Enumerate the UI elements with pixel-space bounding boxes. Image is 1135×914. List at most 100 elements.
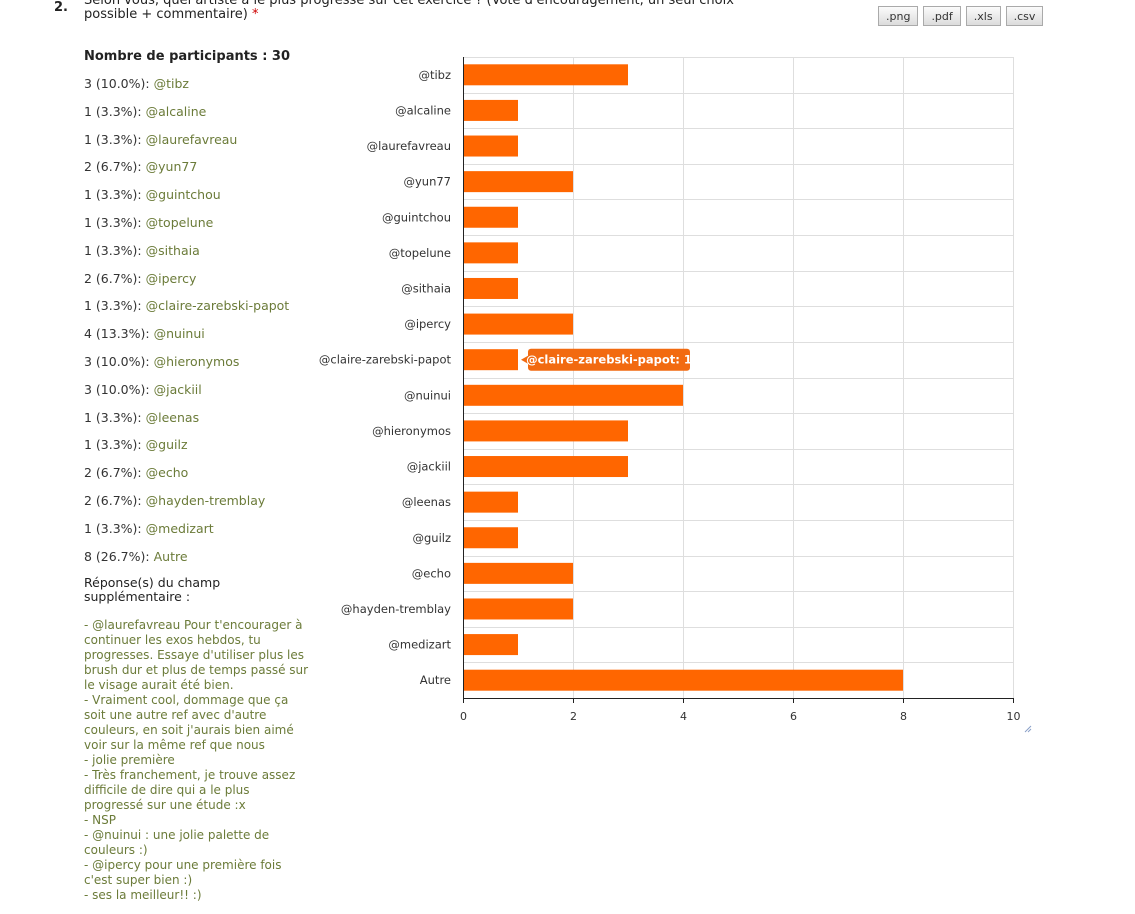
result-count: 1 (3.3%): bbox=[84, 520, 142, 536]
result-count: 2 (6.7%): bbox=[84, 492, 142, 508]
result-count: 2 (6.7%): bbox=[84, 465, 142, 481]
result-count: 1 (3.3%): bbox=[84, 409, 142, 425]
bar bbox=[464, 634, 518, 656]
bar bbox=[464, 598, 573, 620]
result-count: 2 (6.7%): bbox=[84, 159, 142, 175]
result-count: 3 (10.0%): bbox=[84, 381, 150, 397]
result-row: 8 (26.7%): Autre bbox=[84, 549, 312, 577]
result-count: 4 (13.3%): bbox=[84, 326, 150, 342]
bar bbox=[464, 491, 518, 513]
category-label: @leenas bbox=[402, 495, 451, 509]
export-buttons: .png .pdf .xls .csv bbox=[878, 6, 1044, 26]
result-name: @leenas bbox=[145, 409, 200, 425]
result-count: 1 (3.3%): bbox=[84, 131, 142, 147]
result-count: 1 (3.3%): bbox=[84, 298, 142, 314]
result-row: 1 (3.3%): @leenas bbox=[84, 410, 312, 438]
extra-response: - ses la meilleur!! :) bbox=[84, 888, 202, 903]
result-name: @alcaline bbox=[145, 103, 207, 119]
result-name: @medizart bbox=[145, 520, 214, 536]
participants-count: Nombre de participants : 30 bbox=[84, 49, 291, 64]
export-xls-button[interactable]: .xls bbox=[965, 6, 1001, 26]
result-name: @claire-zarebski-papot bbox=[145, 298, 290, 314]
category-label: Autre bbox=[420, 673, 451, 687]
bar bbox=[464, 171, 573, 193]
result-name: @ipercy bbox=[145, 270, 197, 286]
result-row: 2 (6.7%): @yun77 bbox=[84, 159, 312, 187]
result-count: 1 (3.3%): bbox=[84, 103, 142, 119]
result-count: 1 (3.3%): bbox=[84, 437, 142, 453]
result-row: 3 (10.0%): @tibz bbox=[84, 76, 312, 104]
question-number: 2. bbox=[54, 0, 68, 15]
bar bbox=[464, 527, 518, 549]
result-name: @hieronymos bbox=[153, 353, 240, 369]
x-tick-label: 4 bbox=[680, 710, 687, 723]
extra-response: - @nuinui : une jolie palette de couleur… bbox=[84, 828, 270, 858]
category-label: @claire-zarebski-papot bbox=[319, 353, 452, 367]
result-name: Autre bbox=[153, 548, 188, 564]
extra-response: - Très franchement, je trouve assez diff… bbox=[84, 768, 296, 813]
result-count: 3 (10.0%): bbox=[84, 76, 150, 91]
result-name: @jackiil bbox=[153, 381, 202, 397]
result-count: 1 (3.3%): bbox=[84, 187, 142, 203]
result-name: @yun77 bbox=[145, 159, 198, 175]
result-count: 3 (10.0%): bbox=[84, 353, 150, 369]
x-tick-label: 8 bbox=[900, 710, 907, 723]
result-name: @echo bbox=[145, 465, 189, 481]
result-row: 4 (13.3%): @nuinui bbox=[84, 326, 312, 354]
x-tick-label: 6 bbox=[790, 710, 797, 723]
tooltip-pointer bbox=[521, 355, 528, 364]
category-label: @echo bbox=[412, 566, 451, 580]
resize-handle-icon[interactable] bbox=[1022, 723, 1032, 733]
bar bbox=[464, 277, 518, 299]
result-count: 1 (3.3%): bbox=[84, 214, 142, 230]
category-label: @medizart bbox=[388, 638, 451, 652]
result-row: 1 (3.3%): @sithaia bbox=[84, 243, 312, 271]
question-title-text: Selon vous, quel artiste a le plus progr… bbox=[84, 0, 734, 22]
result-row: 1 (3.3%): @medizart bbox=[84, 521, 312, 549]
extra-response: - @laurefavreau Pour t'encourager à cont… bbox=[84, 618, 309, 693]
export-png-button[interactable]: .png bbox=[878, 6, 919, 26]
export-pdf-button[interactable]: .pdf bbox=[923, 6, 961, 26]
result-row: 2 (6.7%): @echo bbox=[84, 465, 312, 493]
result-row: 3 (10.0%): @hieronymos bbox=[84, 354, 312, 382]
result-name: @tibz bbox=[153, 76, 189, 91]
extra-responses-title: Réponse(s) du champ supplémentaire : bbox=[84, 575, 221, 605]
results-panel: Nombre de participants : 30 3 (10.0%): @… bbox=[84, 48, 312, 903]
result-row: 2 (6.7%): @hayden-tremblay bbox=[84, 493, 312, 521]
bar bbox=[464, 64, 628, 86]
result-name: @guintchou bbox=[145, 187, 221, 203]
result-count: 2 (6.7%): bbox=[84, 270, 142, 286]
category-label: @guintchou bbox=[382, 210, 451, 224]
bar bbox=[464, 456, 628, 478]
result-count: 8 (26.7%): bbox=[84, 548, 150, 564]
category-label: @ipercy bbox=[404, 317, 451, 331]
category-label: @guilz bbox=[412, 531, 451, 545]
result-name: @laurefavreau bbox=[145, 131, 238, 147]
result-name: @topelune bbox=[145, 214, 214, 230]
bar bbox=[464, 562, 573, 584]
category-label: @tibz bbox=[418, 68, 451, 82]
bar bbox=[464, 349, 518, 371]
category-label: @topelune bbox=[389, 246, 451, 260]
tooltip-text: @claire-zarebski-papot: 1 bbox=[526, 353, 692, 367]
category-label: @jackiil bbox=[407, 460, 451, 474]
result-count: 1 (3.3%): bbox=[84, 242, 142, 258]
question-title: Selon vous, quel artiste a le plus progr… bbox=[84, 0, 784, 22]
result-name: @nuinui bbox=[153, 326, 205, 342]
category-label: @laurefavreau bbox=[367, 139, 451, 153]
result-row: 1 (3.3%): @claire-zarebski-papot bbox=[84, 298, 312, 326]
result-row: 2 (6.7%): @ipercy bbox=[84, 271, 312, 299]
result-name: @hayden-tremblay bbox=[145, 492, 266, 508]
result-name: @sithaia bbox=[145, 242, 200, 258]
bar bbox=[464, 420, 628, 442]
x-tick-label: 10 bbox=[1007, 710, 1021, 723]
export-csv-button[interactable]: .csv bbox=[1005, 6, 1044, 26]
bar bbox=[464, 135, 518, 157]
x-tick-label: 0 bbox=[460, 710, 467, 723]
category-label: @yun77 bbox=[403, 175, 451, 189]
category-label: @sithaia bbox=[401, 281, 451, 295]
extra-responses-list: - @laurefavreau Pour t'encourager à cont… bbox=[84, 618, 312, 903]
result-name: @guilz bbox=[145, 437, 188, 453]
result-row: 1 (3.3%): @guilz bbox=[84, 437, 312, 465]
bar bbox=[464, 99, 518, 121]
